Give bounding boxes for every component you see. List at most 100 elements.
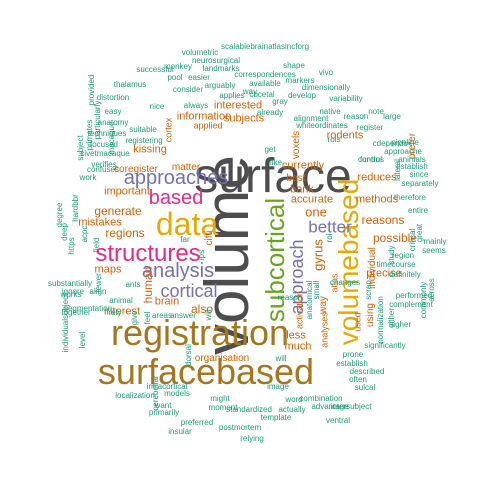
- cloud-word: roi: [325, 233, 334, 243]
- cloud-word: native: [319, 107, 341, 116]
- cloud-word: often: [349, 375, 367, 384]
- cloud-word: work: [79, 173, 97, 182]
- cloud-word: complement: [389, 300, 433, 309]
- cloud-word: feel: [143, 311, 152, 325]
- cloud-word: lateral: [393, 159, 402, 181]
- cloud-word: get: [264, 145, 276, 154]
- cloud-word: since: [409, 170, 429, 179]
- cloud-word: distortion: [96, 93, 130, 102]
- cloud-word: prone: [342, 350, 364, 359]
- cloud-word: mainly: [423, 237, 447, 246]
- cloud-word: neurosurgical: [191, 56, 241, 65]
- cloud-word: scalablebrainatlasincforg: [220, 42, 310, 51]
- cloud-word: volumetric: [181, 48, 219, 57]
- cloud-word: interest: [103, 305, 141, 318]
- cloud-word: cortical: [160, 281, 218, 301]
- cloud-word: higher: [388, 320, 412, 329]
- cloud-word: reduces: [357, 171, 397, 184]
- cloud-word: small: [312, 280, 321, 300]
- cloud-word: reason: [277, 293, 303, 302]
- cloud-word: region: [391, 251, 415, 260]
- cloud-word: primates: [85, 119, 94, 151]
- cloud-word: want: [154, 401, 172, 410]
- cloud-word: fundus: [359, 155, 385, 164]
- cloud-word: regions: [105, 226, 145, 240]
- cloud-word: focused: [89, 140, 119, 149]
- cloud-word: thalamus: [113, 80, 147, 89]
- cloud-word: will: [275, 354, 287, 363]
- cloud-word: across: [427, 278, 436, 302]
- cloud-word: dorsal: [184, 344, 193, 366]
- cloud-word: template: [260, 413, 292, 422]
- cloud-word: primarily: [148, 408, 180, 417]
- cloud-word: either: [387, 307, 396, 329]
- cloud-word: described: [349, 367, 385, 376]
- cloud-word: control: [357, 155, 383, 164]
- cloud-word: https: [67, 237, 76, 255]
- cloud-word: preferred: [180, 418, 214, 427]
- cloud-word: vivo: [318, 68, 334, 77]
- cloud-word: arguably: [204, 81, 236, 90]
- cloud-word: maps: [94, 263, 122, 276]
- cloud-word: changes: [329, 278, 361, 287]
- cloud-word: dimensionally: [301, 83, 351, 92]
- cloud-word: note: [368, 107, 384, 116]
- cloud-word: accurate: [290, 193, 334, 206]
- cloud-word: therefore: [393, 193, 427, 202]
- cloud-word: cbcetal: [249, 90, 275, 99]
- cloud-word: correspondences: [234, 70, 296, 79]
- cloud-word: rely: [108, 308, 122, 317]
- cloud-word: field: [92, 237, 101, 253]
- cloud-word: relying: [240, 434, 264, 443]
- cloud-word: applies: [219, 91, 245, 100]
- cloud-word: cdepends: [372, 139, 408, 148]
- cloud-word: intracortical: [146, 382, 188, 391]
- cloud-word: animal: [109, 296, 133, 305]
- cloud-word: subject: [76, 135, 85, 161]
- cloud-word: models: [164, 389, 190, 398]
- cloud-word: surface: [194, 150, 352, 203]
- cloud-word: reasons: [361, 213, 405, 227]
- cloud-word: pool: [167, 73, 183, 82]
- cloud-word: based: [148, 187, 204, 209]
- cloud-word: way: [242, 87, 258, 96]
- cloud-word: cifti: [204, 230, 215, 246]
- cloud-word: anatomical: [305, 280, 314, 320]
- cloud-word: definitely: [389, 270, 421, 279]
- cloud-word: combination: [299, 394, 343, 403]
- cloud-word: image: [267, 382, 289, 391]
- cloud-word: level: [78, 331, 87, 349]
- cloud-word: alignment: [293, 114, 329, 123]
- cloud-word: confuses: [86, 165, 120, 174]
- cloud-word: macaque: [107, 121, 116, 155]
- cloud-word: ants: [125, 280, 141, 289]
- cloud-word: easy: [104, 107, 122, 116]
- cloud-word: pipeline: [391, 138, 419, 147]
- cloud-word: develop: [287, 91, 317, 100]
- cloud-word: less: [286, 329, 306, 342]
- cloud-word: used: [352, 312, 363, 332]
- cloud-word: establish: [396, 162, 428, 171]
- cloud-word: together: [61, 308, 91, 317]
- cloud-word: insular: [168, 427, 192, 436]
- cloud-word: timecourse: [376, 260, 416, 269]
- cloud-word: sulcal: [354, 383, 376, 392]
- cloud-word: registration: [110, 312, 290, 353]
- cloud-word: intersubject: [330, 402, 372, 411]
- cloud-word: successful: [136, 65, 174, 74]
- cloud-word: suitable: [129, 125, 157, 134]
- cloud-word: information: [176, 110, 232, 123]
- cloud-word: standardized: [226, 405, 272, 414]
- cloud-word: nice: [149, 102, 165, 111]
- cloud-word: one: [305, 204, 327, 220]
- cloud-word: consider: [172, 85, 204, 94]
- cloud-word: markers: [285, 76, 315, 85]
- cloud-word: brain: [154, 295, 180, 308]
- cloud-word: subjects: [223, 112, 265, 125]
- cloud-word: generate: [94, 204, 142, 218]
- cloud-word: analyses: [319, 312, 330, 348]
- cloud-word: approaches: [123, 167, 229, 189]
- cloud-word: using: [365, 303, 376, 327]
- cloud-word: individualsubject: [61, 293, 70, 353]
